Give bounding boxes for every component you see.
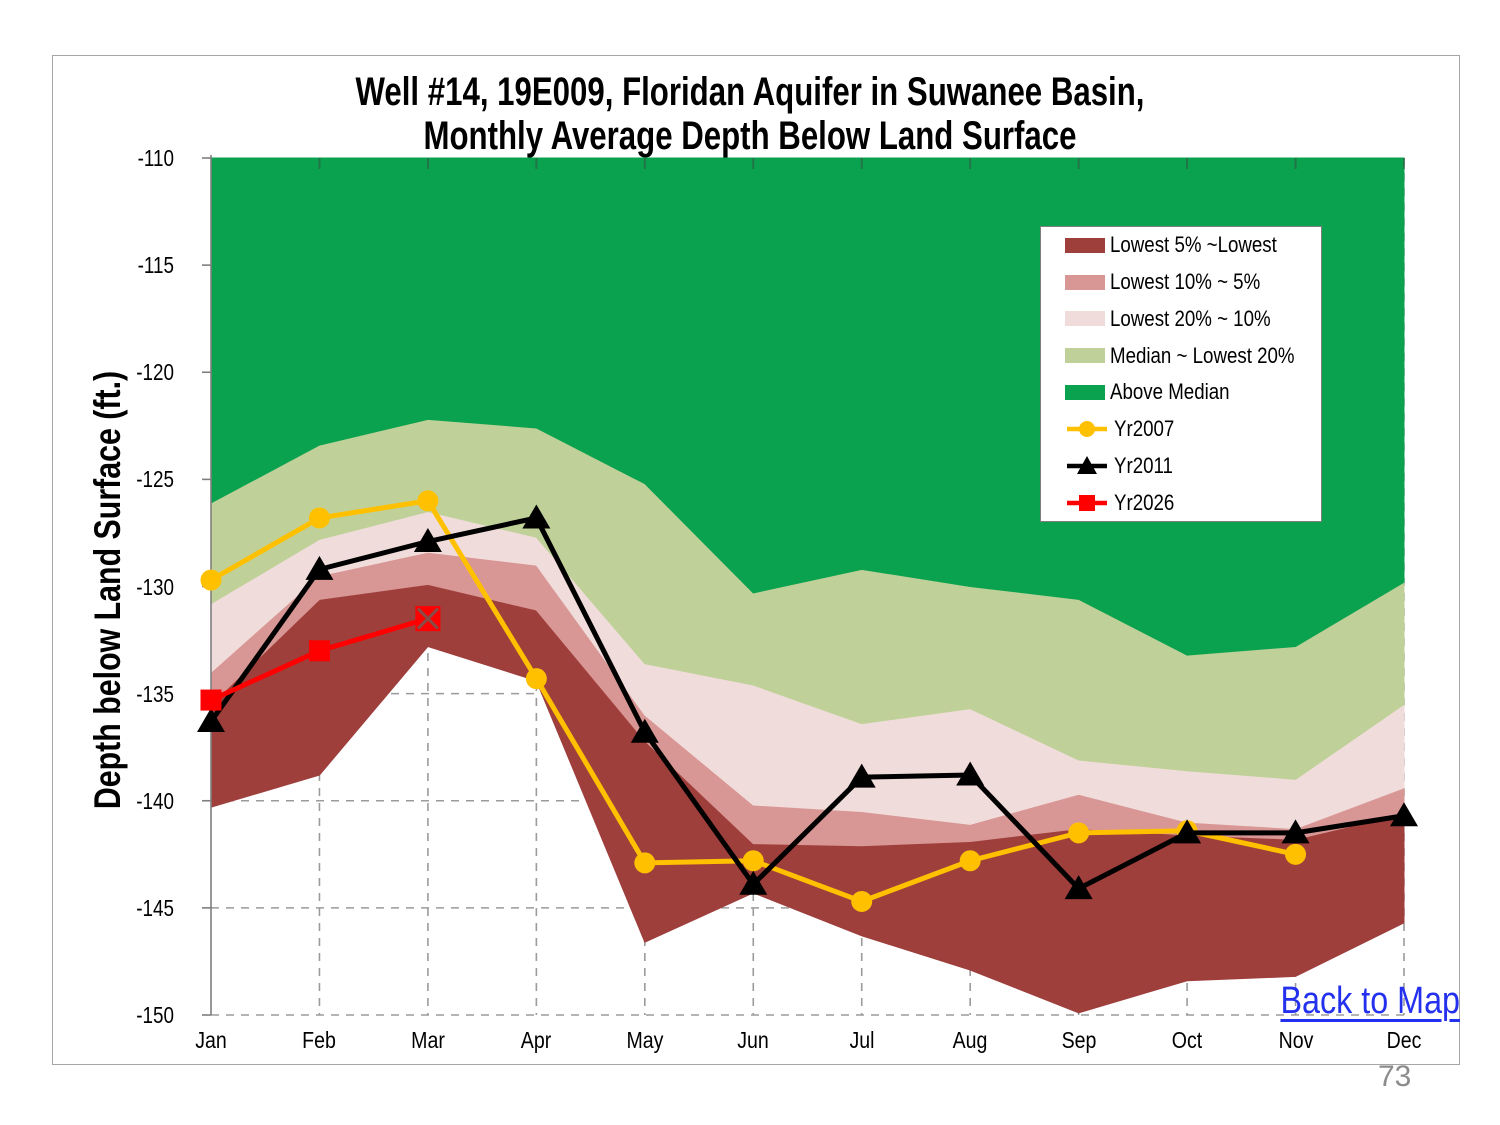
y-tick-label: -115 <box>137 252 174 279</box>
legend-label: Above Median <box>1110 379 1230 405</box>
x-tick-label-feb: Feb <box>302 1027 337 1053</box>
legend-swatch-icon <box>1065 384 1105 400</box>
x-tick-label-nov: Nov <box>1278 1027 1313 1053</box>
top-tick-marks <box>318 158 1405 169</box>
legend-label: Yr2026 <box>1114 489 1175 515</box>
y-tick-label: -125 <box>136 466 174 493</box>
y-tick-label: -120 <box>136 359 174 386</box>
legend-label: Median ~ Lowest 20% <box>1110 342 1295 368</box>
x-tick-label-jan: Jan <box>195 1027 227 1053</box>
y-tick-label: -145 <box>136 894 174 921</box>
series-yr2011 <box>197 504 1418 900</box>
page-number: 73 <box>1378 1060 1412 1093</box>
y-tick-label: -110 <box>137 145 174 171</box>
legend-swatch-icon <box>1065 311 1105 327</box>
x-tick-label-jul: Jul <box>849 1027 875 1053</box>
legend: Lowest 5% ~Lowest Lowest 10% ~ 5% Lowest 2… <box>1040 226 1322 522</box>
legend-swatch-icon <box>1065 237 1105 253</box>
legend-line-marker-icon <box>1067 455 1107 474</box>
chart-title: Well #14, 19E009, Floridan Aquifer in Su… <box>165 70 1335 158</box>
x-tick-label-sep: Sep <box>1061 1027 1097 1053</box>
legend-line-marker-icon <box>1067 421 1107 438</box>
y-tick-label: -130 <box>136 573 174 600</box>
legend-label: Lowest 10% ~ 5% <box>1110 269 1261 295</box>
x-tick-label-mar: Mar <box>411 1027 445 1053</box>
back-to-map-link[interactable]: Back to Map <box>1280 980 1460 1022</box>
legend-label: Yr2007 <box>1114 416 1175 442</box>
x-tick-label-may: May <box>626 1027 664 1053</box>
x-tick-label-apr: Apr <box>521 1027 552 1053</box>
legend-label: Lowest 20% ~ 10% <box>1110 305 1271 331</box>
chart-title-line2: Monthly Average Depth Below Land Surface <box>423 114 1077 158</box>
chart-title-line1: Well #14, 19E009, Floridan Aquifer in Su… <box>355 70 1145 114</box>
y-tick-label: -135 <box>136 680 174 707</box>
x-tick-label-oct: Oct <box>1171 1027 1203 1053</box>
series-yr2026 <box>200 606 441 711</box>
legend-swatch-icon <box>1065 274 1105 290</box>
legend-item: Lowest 5% ~Lowest <box>1065 227 1321 264</box>
x-tick-label-jun: Jun <box>737 1027 770 1053</box>
series-yr2007 <box>200 490 1307 912</box>
legend-swatch-icon <box>1065 348 1105 364</box>
y-tick-label: -150 <box>136 1002 174 1028</box>
legend-item: Yr2011 <box>1065 448 1321 485</box>
x-tick-label-aug: Aug <box>952 1027 988 1053</box>
x-tick-label-dec: Dec <box>1386 1027 1422 1053</box>
legend-item: Above Median <box>1065 374 1321 411</box>
legend-item: Yr2007 <box>1065 411 1321 448</box>
legend-label: Lowest 5% ~Lowest <box>1110 232 1277 258</box>
legend-item: Median ~ Lowest 20% <box>1065 337 1321 374</box>
legend-label: Yr2011 <box>1114 452 1173 478</box>
legend-item: Yr2026 <box>1065 484 1321 521</box>
legend-line-marker-icon <box>1067 494 1107 511</box>
legend-item: Lowest 20% ~ 10% <box>1065 301 1321 338</box>
y-tick-label: -140 <box>136 787 174 814</box>
legend-item: Lowest 10% ~ 5% <box>1065 264 1321 301</box>
